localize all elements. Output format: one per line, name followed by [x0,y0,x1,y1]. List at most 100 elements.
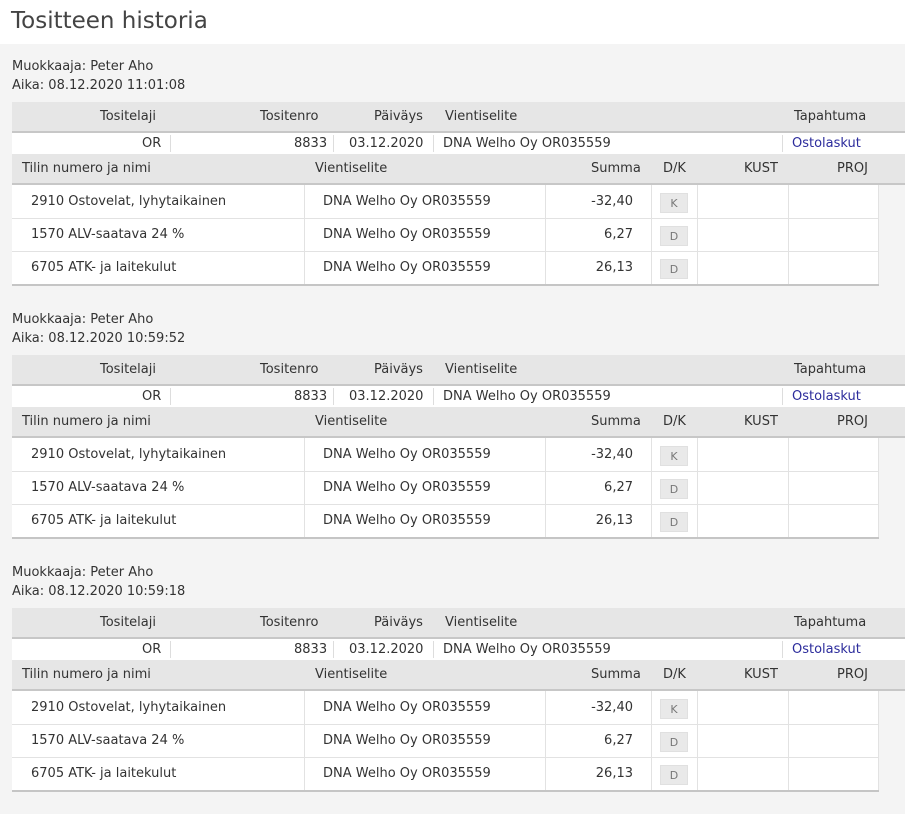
divider [170,641,171,658]
divider [433,135,434,152]
header-tositenro: Tositenro [260,109,319,124]
entry-lines-table: 2910 Ostovelat, lyhytaikainen DNA Welho … [12,691,879,792]
line-amount: -32,40 [591,447,633,462]
line-dk-badge: D [660,732,688,752]
line-amount: 26,13 [595,766,633,781]
header-tositelaji: Tositelaji [100,362,156,377]
row-divider [12,218,879,219]
header-dk: D/K [663,161,686,176]
header-line-vientiselite: Vientiselite [315,414,388,429]
header-summa: Summa [591,161,641,176]
tapahtuma-link[interactable]: Ostolaskut [792,389,861,404]
version-meta: Muokkaaja: Peter Aho Aika: 08.12.2020 11… [12,57,905,95]
editor-value: Peter Aho [90,565,154,580]
line-description: DNA Welho Oy OR035559 [323,513,491,528]
column-divider [545,438,546,537]
divider [333,388,334,405]
entry-line-row: 2910 Ostovelat, lyhytaikainen DNA Welho … [12,691,879,724]
divider [782,135,783,152]
voucher-row: OR 8833 03.12.2020 DNA Welho Oy OR035559… [12,386,905,407]
header-kust: KUST [744,414,778,429]
column-divider [878,691,879,790]
line-account: 6705 ATK- ja laitekulut [31,766,177,781]
header-vientiselite: Vientiselite [445,615,518,630]
header-paivays: Päiväys [374,109,423,124]
header-proj: PROJ [837,667,868,682]
voucher-tositenro: 8833 [294,642,328,657]
editor-value: Peter Aho [90,59,154,74]
version-block: Muokkaaja: Peter Aho Aika: 08.12.2020 10… [12,563,905,792]
column-divider [651,691,652,790]
header-tositenro: Tositenro [260,615,319,630]
column-divider [304,691,305,790]
header-tositelaji: Tositelaji [100,615,156,630]
voucher-paivays: 03.12.2020 [349,136,424,151]
header-dk: D/K [663,414,686,429]
row-divider [12,757,879,758]
header-kust: KUST [744,667,778,682]
column-divider [878,438,879,537]
line-description: DNA Welho Oy OR035559 [323,480,491,495]
line-description: DNA Welho Oy OR035559 [323,733,491,748]
divider [433,641,434,658]
column-divider [304,185,305,284]
version-meta: Muokkaaja: Peter Aho Aika: 08.12.2020 10… [12,310,905,348]
line-description: DNA Welho Oy OR035559 [323,447,491,462]
voucher-paivays: 03.12.2020 [349,389,424,404]
header-dk: D/K [663,667,686,682]
divider [782,388,783,405]
line-dk-badge: D [660,765,688,785]
row-divider [12,504,879,505]
line-dk-badge: K [660,193,688,213]
voucher-tositelaji: OR [142,642,162,657]
line-description: DNA Welho Oy OR035559 [323,260,491,275]
header-vientiselite: Vientiselite [445,109,518,124]
header-vientiselite: Vientiselite [445,362,518,377]
entry-line-row: 1570 ALV-saatava 24 % DNA Welho Oy OR035… [12,471,879,504]
entry-lines-table: 2910 Ostovelat, lyhytaikainen DNA Welho … [12,185,879,286]
header-tapahtuma: Tapahtuma [794,362,867,377]
time-label: Aika: [12,78,45,93]
voucher-tositelaji: OR [142,389,162,404]
time-label: Aika: [12,584,45,599]
voucher-vientiselite: DNA Welho Oy OR035559 [443,389,611,404]
line-amount: -32,40 [591,700,633,715]
line-dk-badge: D [660,259,688,279]
divider [782,641,783,658]
column-divider [788,185,789,284]
line-amount: 26,13 [595,260,633,275]
line-description: DNA Welho Oy OR035559 [323,766,491,781]
divider [433,388,434,405]
line-description: DNA Welho Oy OR035559 [323,194,491,209]
page-title: Tositteen historia [11,8,208,34]
header-tapahtuma: Tapahtuma [794,109,867,124]
header-proj: PROJ [837,414,868,429]
header-tapahtuma: Tapahtuma [794,615,867,630]
line-dk-badge: D [660,512,688,532]
column-divider [545,185,546,284]
time-value: 08.12.2020 11:01:08 [48,78,186,93]
header-tili: Tilin numero ja nimi [22,667,151,682]
header-proj: PROJ [837,161,868,176]
lines-header-row: Tilin numero ja nimi Vientiselite Summa … [12,407,905,438]
version-meta: Muokkaaja: Peter Aho Aika: 08.12.2020 10… [12,563,905,601]
header-line-vientiselite: Vientiselite [315,667,388,682]
voucher-header-row: Tositelaji Tositenro Päiväys Vientiselit… [12,608,905,639]
line-description: DNA Welho Oy OR035559 [323,700,491,715]
tapahtuma-link[interactable]: Ostolaskut [792,642,861,657]
line-dk-badge: K [660,446,688,466]
voucher-tositelaji: OR [142,136,162,151]
entry-line-row: 2910 Ostovelat, lyhytaikainen DNA Welho … [12,185,879,218]
editor-label: Muokkaaja: [12,565,87,580]
line-account: 1570 ALV-saatava 24 % [31,733,185,748]
version-block: Muokkaaja: Peter Aho Aika: 08.12.2020 10… [12,310,905,539]
voucher-header-row: Tositelaji Tositenro Päiväys Vientiselit… [12,355,905,386]
header-paivays: Päiväys [374,362,423,377]
tapahtuma-link[interactable]: Ostolaskut [792,136,861,151]
line-description: DNA Welho Oy OR035559 [323,227,491,242]
header-summa: Summa [591,667,641,682]
voucher-tositenro: 8833 [294,389,328,404]
entry-line-row: 6705 ATK- ja laitekulut DNA Welho Oy OR0… [12,504,879,537]
row-divider [12,251,879,252]
time-label: Aika: [12,331,45,346]
